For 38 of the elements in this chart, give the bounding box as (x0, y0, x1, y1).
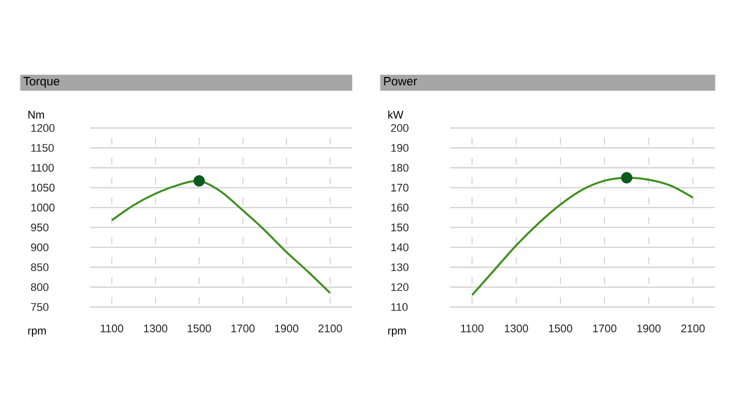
x-tick-label: 2100 (681, 324, 705, 332)
y-tick-label: 170 (391, 184, 408, 192)
y-tick-label: 1050 (31, 184, 55, 192)
y-tick-label: 180 (391, 164, 408, 172)
y-tick-label: 110 (391, 303, 408, 311)
y-tick-label: 900 (31, 243, 48, 252)
x-tick-label: 1500 (188, 324, 211, 332)
y-tick-label: 1100 (31, 164, 54, 172)
x-tick-label: 1900 (637, 324, 661, 332)
y-tick-label: 130 (391, 263, 408, 272)
y-tick-label: 160 (391, 204, 408, 212)
y-tick-label: 1150 (31, 144, 54, 152)
x-axis-title: rpm (388, 328, 406, 337)
y-tick-label: 850 (31, 263, 48, 272)
x-axis-title: rpm (28, 328, 46, 337)
x-tick-label: 1900 (275, 324, 298, 332)
y-tick-label: 200 (391, 124, 408, 132)
chart-title: Torque (23, 77, 60, 88)
x-tick-label: 1300 (504, 324, 528, 332)
x-tick-label: 1100 (100, 324, 124, 332)
x-tick-label: 2100 (318, 324, 342, 332)
y-tick-label: 950 (31, 224, 48, 232)
y-tick-label: 190 (391, 144, 408, 152)
x-tick-label: 1100 (461, 324, 484, 332)
y-tick-label: 140 (391, 243, 408, 252)
x-tick-label: 1500 (549, 324, 572, 332)
y-tick-label: 1000 (31, 204, 55, 212)
x-tick-label: 1300 (144, 324, 168, 332)
y-tick-label: 750 (31, 303, 48, 311)
chart-title: Power (384, 77, 418, 86)
y-tick-label: 120 (391, 283, 408, 292)
x-tick-label: 1700 (593, 324, 616, 332)
x-tick-label: 1700 (231, 324, 255, 332)
y-axis-title: kW (388, 110, 404, 118)
y-axis-title: Nm (28, 110, 44, 118)
y-tick-label: 150 (391, 224, 408, 232)
y-tick-label: 800 (31, 283, 48, 292)
y-tick-label: 1200 (31, 124, 55, 132)
